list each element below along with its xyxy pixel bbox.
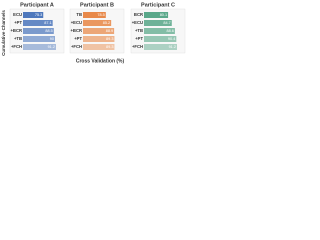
value-label: 80.1 (160, 13, 167, 17)
category-label: +FCH (132, 44, 143, 49)
bar (23, 44, 56, 50)
bar (144, 44, 177, 50)
panel-title: Participant B (80, 2, 114, 8)
bar (83, 28, 115, 34)
value-label: 91.2 (169, 45, 176, 49)
x-axis-label: Cross Validation (%) (76, 58, 125, 64)
category-label: ECU (13, 12, 22, 17)
value-label: 88.9 (106, 29, 113, 33)
value-label: 90 (50, 37, 54, 41)
bar (83, 20, 112, 26)
value-label: 84.7 (163, 21, 170, 25)
chart: Cumulative Channels Cross Validation (%)… (1, 2, 186, 64)
bar (83, 12, 106, 18)
bar (23, 20, 53, 26)
bar (83, 36, 115, 42)
y-axis-label: Cumulative Channels (1, 10, 6, 56)
category-label: +PT (135, 36, 143, 41)
category-label: +ECU (71, 20, 82, 25)
value-label: 91.2 (48, 45, 55, 49)
category-label: TB (76, 12, 82, 17)
category-label: BCR (134, 12, 143, 17)
value-label: 75.3 (35, 13, 42, 17)
bar (144, 20, 172, 26)
bar (83, 44, 115, 50)
bar (23, 12, 44, 18)
panel-title: Participant A (20, 2, 54, 8)
value-label: 85.2 (103, 21, 110, 25)
category-label: +BCR (10, 28, 22, 33)
value-label: 87.1 (44, 21, 51, 25)
bar (23, 28, 54, 34)
value-label: 78.5 (97, 13, 104, 17)
value-label: 89.3 (106, 45, 113, 49)
category-label: +PT (14, 20, 22, 25)
category-label: +TB (135, 28, 143, 33)
bar (144, 12, 169, 18)
value-label: 88.6 (166, 29, 173, 33)
panel-title: Participant C (141, 2, 175, 8)
value-label: 89.3 (106, 37, 113, 41)
category-label: +ECU (132, 20, 143, 25)
category-label: +PT (74, 36, 82, 41)
value-label: 90.4 (168, 37, 175, 41)
value-label: 88.5 (45, 29, 52, 33)
bar (144, 36, 177, 42)
bar (23, 36, 55, 42)
category-label: +TB (14, 36, 22, 41)
category-label: +FCH (11, 44, 22, 49)
category-label: +BCR (70, 28, 82, 33)
bar (144, 28, 175, 34)
category-label: +FCH (71, 44, 82, 49)
